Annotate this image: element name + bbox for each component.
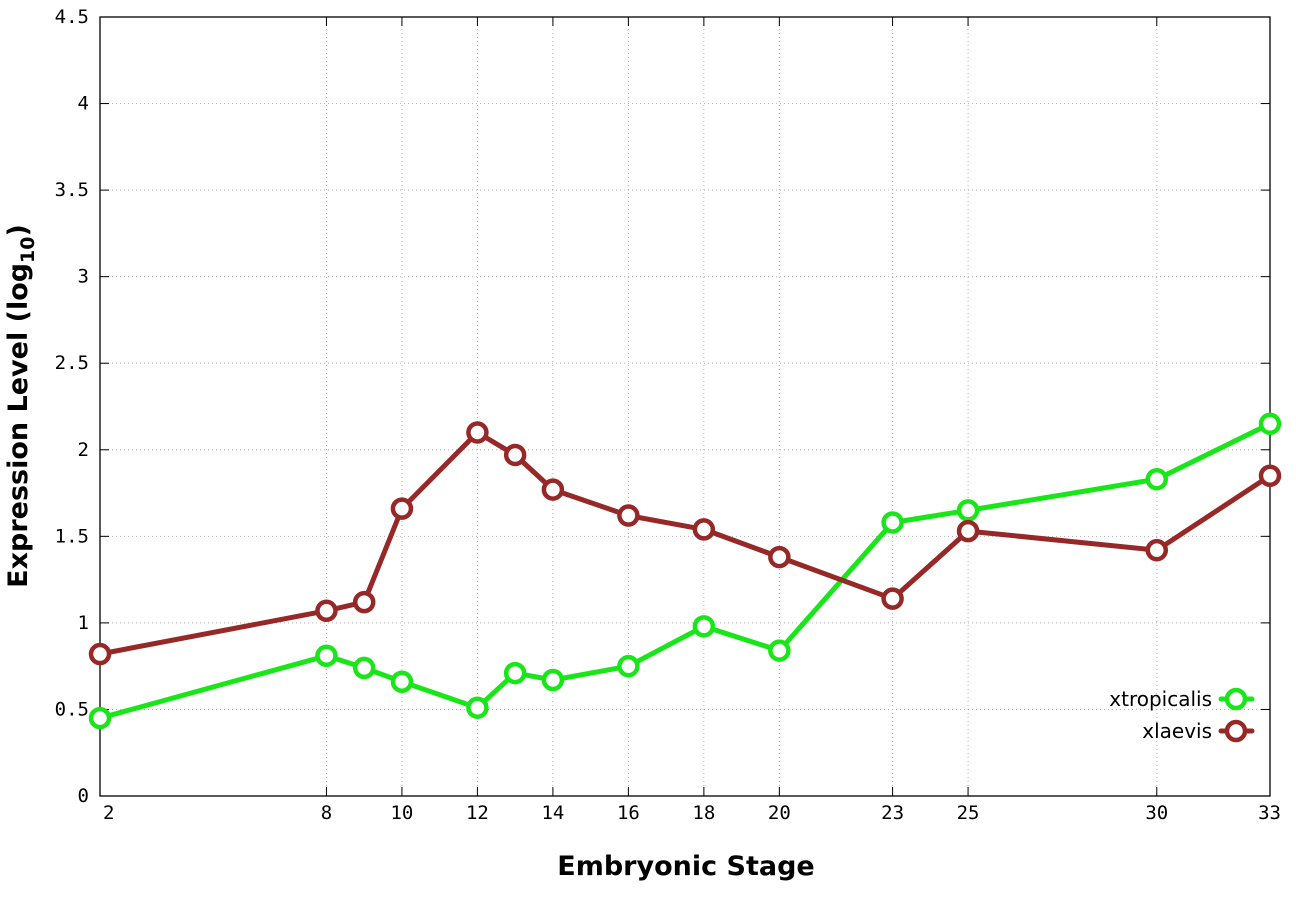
data-point-xlaevis: [768, 545, 791, 569]
data-point-xtropicalis: [466, 696, 489, 719]
grid-lines: [100, 17, 1270, 796]
legend-marker-xlaevis: [1224, 719, 1248, 743]
series-layer: [88, 412, 1282, 730]
y-axis-title-suffix: ): [3, 224, 34, 236]
x-tick-label: 25: [957, 802, 980, 824]
y-axis-title-subscript: 10: [17, 236, 39, 262]
data-point-xtropicalis: [503, 661, 527, 685]
x-tick-label: 23: [881, 802, 904, 824]
x-axis-tick-labels: 2 8 10 12 14 16 18 20 23 25 30 33: [103, 802, 1281, 824]
x-tick-label: 16: [617, 802, 640, 824]
y-tick-label: 2: [78, 439, 89, 461]
y-tick-label: 0: [78, 785, 89, 807]
data-point-xtropicalis: [617, 654, 640, 678]
legend-marker-xtropicalis: [1224, 687, 1248, 711]
plot-frame: [99, 16, 1271, 797]
data-point-xlaevis: [541, 478, 565, 501]
data-point-xlaevis: [390, 497, 414, 520]
x-tick-label: 20: [768, 802, 791, 824]
data-point-xtropicalis: [768, 639, 791, 662]
data-point-xlaevis: [315, 599, 338, 623]
y-tick-label: 2.5: [55, 352, 89, 374]
data-point-xlaevis: [956, 519, 980, 543]
legend-label-xtropicalis: xtropicalis: [1109, 687, 1212, 711]
x-tick-label: 2: [103, 802, 114, 824]
legend: xtropicalis xlaevis: [1109, 687, 1255, 743]
data-point-xlaevis: [352, 590, 376, 614]
y-tick-label: 1.5: [55, 525, 89, 547]
series-xtropicalis: [88, 412, 1282, 730]
x-tick-label: 18: [692, 802, 715, 824]
y-axis-tick-labels: 0 0.5 1 1.5 2 2.5 3 3.5 4 4.5: [55, 6, 89, 807]
data-point-xtropicalis: [315, 644, 338, 668]
data-point-xtropicalis: [541, 668, 565, 692]
data-point-xlaevis: [88, 642, 112, 666]
x-tick-label: 10: [390, 802, 413, 824]
x-tick-label: 33: [1258, 802, 1281, 824]
y-tick-label: 4: [78, 93, 89, 115]
data-point-xtropicalis: [1145, 467, 1169, 491]
data-point-xtropicalis: [1258, 412, 1282, 436]
series-xlaevis: [88, 421, 1282, 666]
y-axis-title-main: Expression Level (log: [3, 263, 34, 588]
x-tick-label: 8: [321, 802, 332, 824]
data-point-xtropicalis: [88, 706, 112, 730]
data-point-xtropicalis: [692, 615, 716, 638]
x-tick-label: 12: [466, 802, 489, 824]
y-tick-label: 0.5: [55, 698, 89, 720]
y-tick-label: 3: [78, 266, 89, 288]
x-tick-label: 14: [541, 802, 564, 824]
y-tick-label: 3.5: [55, 179, 89, 201]
data-point-xlaevis: [881, 587, 904, 610]
axis-ticks: [99, 16, 1271, 797]
data-point-xlaevis: [617, 504, 640, 527]
series-line-xtropicalis: [97, 421, 1273, 721]
y-tick-label: 4.5: [55, 6, 89, 28]
data-point-xlaevis: [503, 443, 527, 467]
x-axis-title: Embryonic Stage: [557, 851, 814, 882]
data-point-xlaevis: [1145, 538, 1169, 562]
x-tick-label: 30: [1145, 802, 1168, 824]
data-point-xlaevis: [466, 421, 489, 444]
data-point-xtropicalis: [881, 511, 904, 534]
data-point-xlaevis: [692, 518, 716, 541]
data-point-xlaevis: [1258, 464, 1282, 487]
legend-label-xlaevis: xlaevis: [1142, 719, 1212, 743]
data-point-xtropicalis: [352, 656, 376, 680]
data-point-xtropicalis: [956, 499, 980, 522]
data-point-xtropicalis: [390, 670, 414, 693]
series-line-xlaevis: [97, 430, 1273, 657]
y-axis-title: Expression Level (log10): [3, 224, 39, 588]
y-tick-label: 1: [78, 612, 89, 634]
